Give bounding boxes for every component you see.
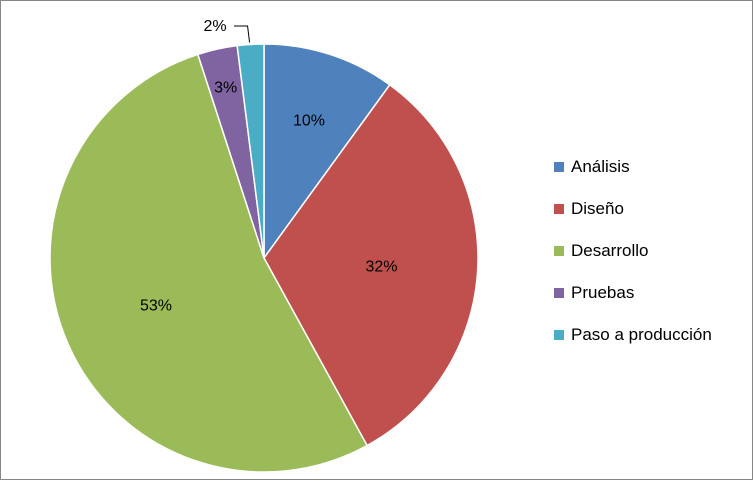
data-label-3: 3% <box>214 80 237 97</box>
legend-swatch <box>554 246 564 256</box>
data-label-2: 53% <box>140 298 172 315</box>
legend: Análisis Diseño Desarrollo Pruebas Paso a pr… <box>554 146 744 356</box>
legend-label: Análisis <box>571 157 630 176</box>
legend-swatch <box>554 162 564 172</box>
legend-swatch <box>554 288 564 298</box>
leader-line-4 <box>234 25 251 43</box>
legend-item-1: Diseño <box>554 188 744 230</box>
legend-label: Diseño <box>571 199 624 218</box>
data-label-0: 10% <box>293 113 325 130</box>
leader-lines <box>234 25 251 43</box>
pie-slices <box>49 43 479 473</box>
pie-slice-2 <box>49 53 369 473</box>
legend-label: Pruebas <box>571 283 635 302</box>
legend-item-3: Pruebas <box>554 272 744 314</box>
pie-slice-4 <box>236 43 265 259</box>
legend-swatch <box>554 204 564 214</box>
data-label-1: 32% <box>365 258 397 275</box>
legend-item-2: Desarrollo <box>554 230 744 272</box>
pie-slice-1 <box>263 83 479 447</box>
legend-item-4: Paso a producción <box>554 314 744 356</box>
data-label-4: 2% <box>203 18 226 35</box>
legend-label: Paso a producción <box>571 325 712 344</box>
data-labels: 10% 32% 53% 3% 2% <box>140 18 398 315</box>
legend-swatch <box>554 330 564 340</box>
legend-label: Desarrollo <box>571 241 649 260</box>
pie-slice-0 <box>263 43 391 261</box>
legend-item-0: Análisis <box>554 146 744 188</box>
